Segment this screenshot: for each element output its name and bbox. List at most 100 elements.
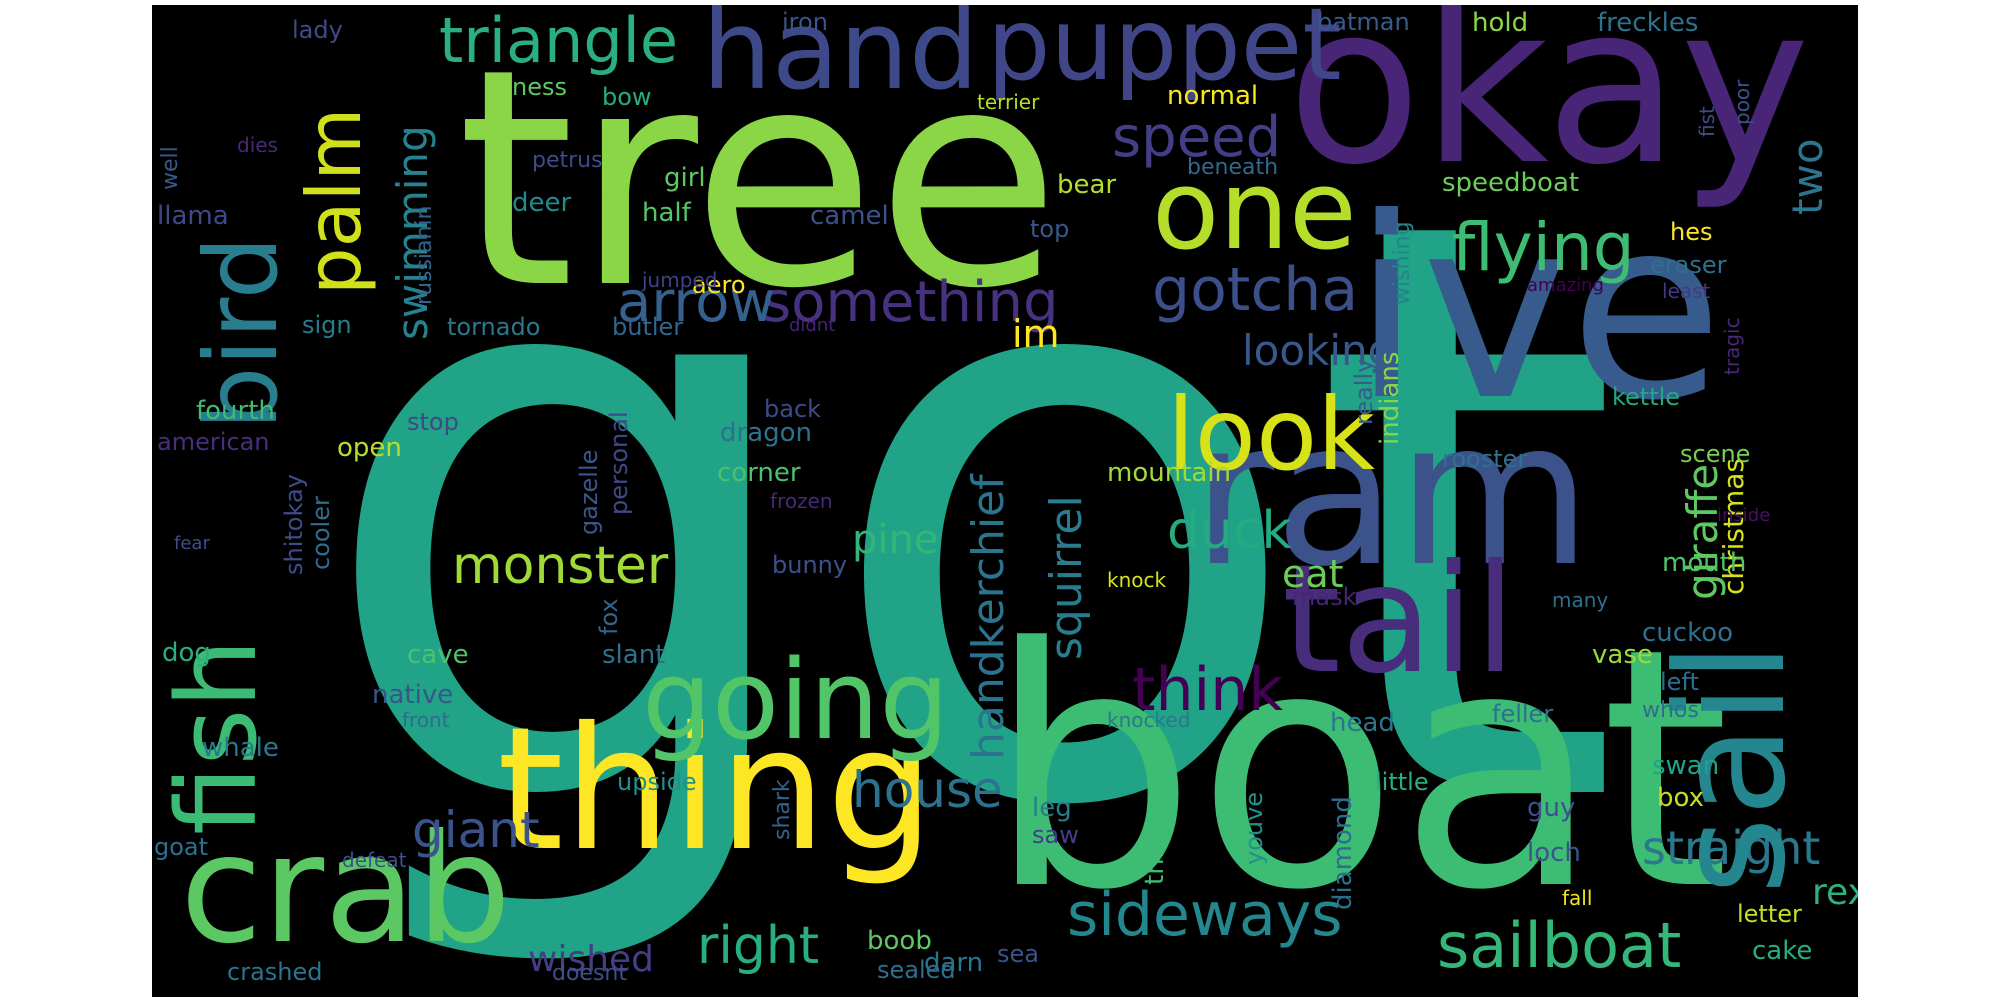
word-native: native	[372, 680, 454, 710]
word-mask: mask	[1292, 583, 1357, 611]
word-speedboat: speedboat	[1442, 168, 1580, 198]
word-boob: boob	[867, 926, 932, 956]
word-bow: bow	[602, 83, 652, 111]
word-many: many	[1552, 588, 1609, 612]
word-gotcha: gotcha	[1152, 255, 1359, 325]
word-handkerchief: handkerchief	[963, 474, 1014, 760]
word-im: im	[1012, 312, 1060, 356]
word-okay: okay	[1287, 5, 1811, 213]
word-knocked: knocked	[1107, 708, 1191, 732]
word-thing: thing	[497, 691, 935, 889]
word-cooler: cooler	[307, 496, 335, 570]
word-rex: rex	[1812, 872, 1858, 913]
word-personal: personal	[605, 411, 633, 515]
word-scene: scene	[1680, 440, 1751, 468]
word-eat: eat	[1282, 552, 1344, 596]
word-frozen: frozen	[770, 489, 833, 513]
word-wished: wished	[528, 939, 655, 980]
word-normal: normal	[1167, 81, 1259, 111]
word-cake: cake	[1752, 936, 1813, 966]
word-iron: iron	[782, 8, 828, 36]
word-bunny: bunny	[772, 551, 848, 579]
word-left: left	[1660, 668, 1699, 696]
word-top: top	[1030, 215, 1070, 243]
word-eraser: eraser	[1650, 251, 1727, 279]
word-corner: corner	[717, 458, 801, 488]
word-sealed: sealed	[877, 956, 956, 984]
word-fear: fear	[174, 533, 210, 554]
word-triangle: triangle	[439, 5, 679, 77]
word-cloud-canvas: got boat tree okay ive thing ram crab ta…	[152, 5, 1858, 997]
word-ive: ive	[1352, 164, 1724, 455]
word-feller: feller	[1492, 700, 1554, 728]
word-hes: hes	[1670, 218, 1713, 246]
word-dragon: dragon	[720, 418, 813, 448]
word-ness: ness	[512, 73, 567, 101]
word-tree: tree	[457, 5, 1061, 354]
word-duck: duck	[1167, 501, 1292, 561]
word-monster: monster	[452, 536, 669, 596]
word-going: going	[642, 636, 950, 764]
word-guy: guy	[1527, 793, 1576, 823]
word-whos: whos	[1642, 698, 1699, 723]
word-front: front	[402, 708, 450, 732]
word-open: open	[337, 433, 402, 463]
word-mountain: mountain	[1107, 458, 1232, 488]
word-jumped: jumped	[642, 268, 718, 292]
word-darn: darn	[924, 948, 984, 978]
word-beneath: beneath	[1187, 155, 1279, 180]
word-aero: aero	[692, 271, 746, 299]
word-palm: palm	[290, 107, 378, 295]
word-one: one	[1152, 146, 1357, 274]
word-sideways: sideways	[1067, 880, 1343, 950]
word-swan: swan	[1652, 751, 1720, 781]
word-arrow: arrow	[617, 270, 776, 335]
word-three: three	[1140, 816, 1170, 885]
word-butler: butler	[612, 313, 684, 341]
word-really: really	[1350, 358, 1378, 425]
word-llama: llama	[157, 201, 229, 231]
word-tornado: tornado	[447, 313, 541, 341]
word-fox: fox	[595, 598, 623, 635]
word-dog: dog	[162, 638, 211, 668]
word-least: least	[1662, 279, 1711, 303]
word-speed: speed	[1112, 105, 1282, 170]
word-squirrel: squirrel	[1041, 495, 1092, 660]
word-rooster: rooster	[1442, 445, 1528, 473]
word-knock: knock	[1107, 568, 1167, 592]
word-didnt: didnt	[789, 315, 836, 336]
word-house: house	[852, 761, 1003, 819]
word-look: look	[1167, 376, 1376, 493]
word-two: two	[1783, 138, 1832, 215]
word-inside: inside	[1717, 505, 1771, 526]
word-saw: saw	[1032, 821, 1079, 849]
word-russianin: russianin	[412, 205, 437, 305]
word-shark: shark	[770, 779, 795, 840]
word-dies: dies	[237, 133, 278, 157]
word-american: american	[157, 428, 270, 456]
word-hand: hand	[702, 5, 979, 114]
word-doesnt: doesnt	[552, 961, 627, 986]
word-little: little	[1375, 768, 1429, 796]
word-giant: giant	[412, 801, 540, 859]
word-straight: straight	[1642, 821, 1821, 875]
word-well: well	[158, 146, 183, 190]
word-bear: bear	[1057, 170, 1117, 200]
word-wishing: wishing	[1390, 221, 1415, 305]
word-gazelle: gazelle	[575, 449, 603, 535]
word-upside: upside	[617, 768, 697, 796]
word-looking: looking	[1242, 326, 1395, 375]
word-sailboat: sailboat	[1437, 909, 1682, 982]
word-crab: crab	[180, 803, 512, 977]
word-sea: sea	[997, 940, 1039, 968]
word-box: box	[1657, 783, 1704, 813]
word-kettle: kettle	[1612, 383, 1681, 411]
word-camel: camel	[810, 201, 889, 231]
word-hold: hold	[1472, 8, 1529, 38]
word-youve: youve	[1240, 791, 1268, 865]
word-girl: girl	[664, 163, 706, 193]
word-pine: pine	[852, 517, 939, 563]
word-indians: indians	[1375, 351, 1405, 445]
word-boat: boat	[987, 578, 1730, 962]
word-letter: letter	[1737, 900, 1802, 928]
